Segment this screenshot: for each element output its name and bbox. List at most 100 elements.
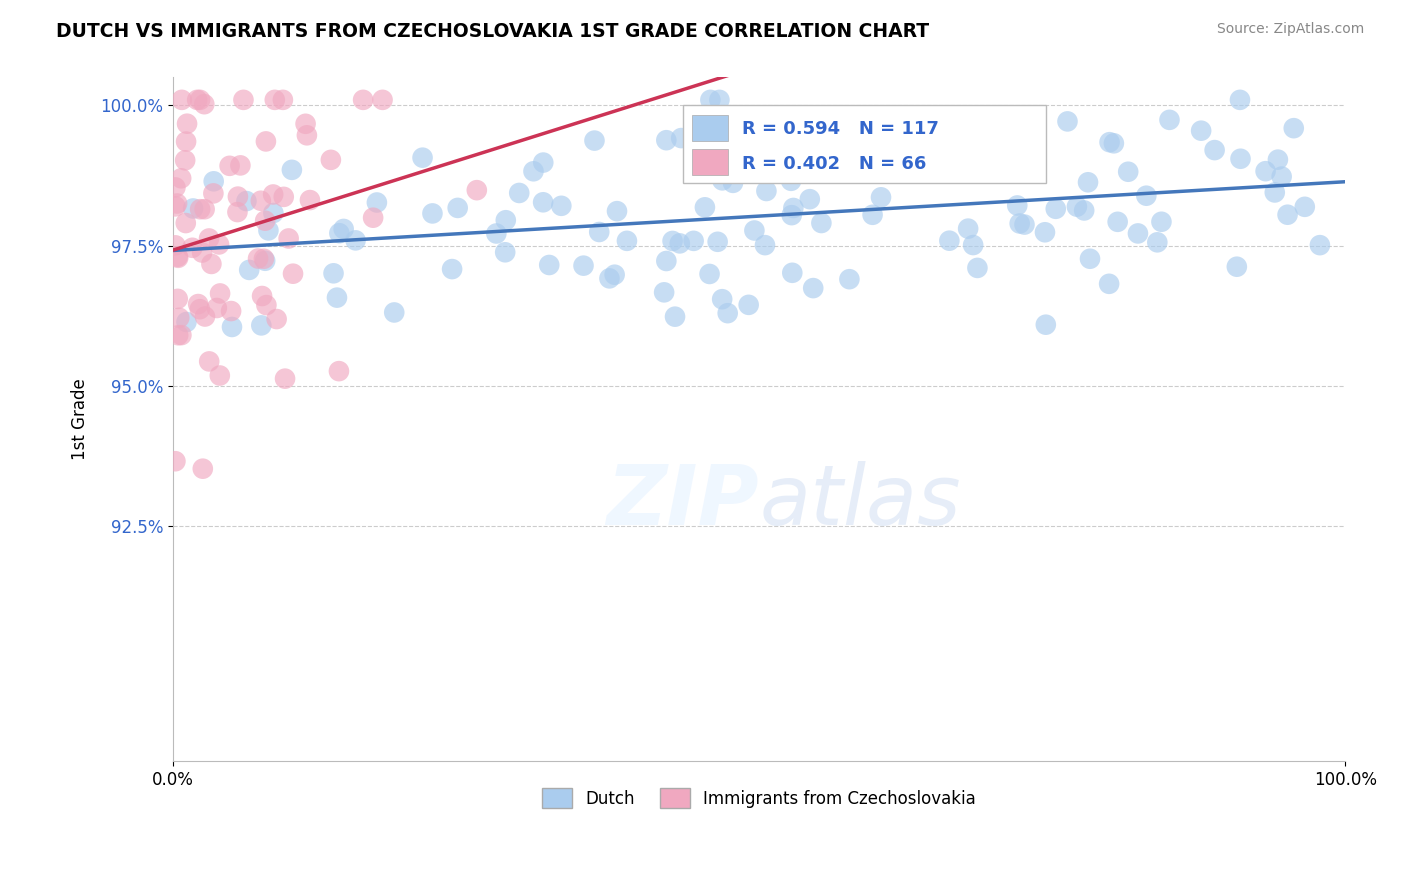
- Point: [238, 263, 260, 277]
- Point: [1045, 202, 1067, 216]
- Point: [191, 245, 214, 260]
- Point: [538, 258, 561, 272]
- Point: [1294, 200, 1316, 214]
- Point: [298, 193, 321, 207]
- FancyBboxPatch shape: [683, 104, 1046, 184]
- Point: [221, 320, 243, 334]
- Point: [709, 93, 731, 107]
- Point: [616, 234, 638, 248]
- Point: [755, 184, 778, 198]
- Point: [229, 158, 252, 172]
- Point: [1189, 124, 1212, 138]
- Point: [273, 190, 295, 204]
- Point: [198, 231, 221, 245]
- Point: [202, 174, 225, 188]
- Point: [194, 202, 217, 217]
- Point: [186, 93, 208, 107]
- Point: [200, 257, 222, 271]
- Point: [187, 297, 209, 311]
- Point: [271, 93, 294, 107]
- Point: [1102, 136, 1125, 151]
- Point: [1309, 238, 1331, 252]
- Point: [166, 196, 188, 211]
- Point: [274, 372, 297, 386]
- Point: [193, 97, 215, 112]
- Text: R = 0.402   N = 66: R = 0.402 N = 66: [742, 154, 927, 172]
- Point: [447, 201, 470, 215]
- Point: [165, 199, 187, 213]
- Point: [188, 302, 211, 317]
- Point: [352, 93, 374, 107]
- Point: [572, 259, 595, 273]
- Point: [879, 139, 901, 153]
- Point: [699, 267, 721, 281]
- Point: [253, 252, 276, 266]
- Point: [1146, 235, 1168, 250]
- Point: [1107, 215, 1129, 229]
- Point: [588, 225, 610, 239]
- Point: [801, 281, 824, 295]
- Point: [997, 163, 1019, 178]
- FancyBboxPatch shape: [692, 149, 727, 175]
- Point: [1116, 165, 1139, 179]
- Point: [441, 262, 464, 277]
- Point: [652, 285, 675, 300]
- Point: [208, 237, 231, 252]
- Point: [281, 267, 304, 281]
- Point: [174, 153, 197, 168]
- Point: [328, 226, 350, 240]
- Point: [254, 298, 277, 312]
- Point: [962, 238, 984, 252]
- Point: [202, 186, 225, 201]
- Point: [1126, 227, 1149, 241]
- Point: [226, 205, 249, 219]
- Point: [1098, 277, 1121, 291]
- Point: [170, 171, 193, 186]
- Point: [754, 238, 776, 252]
- Point: [706, 235, 728, 249]
- Point: [780, 174, 803, 188]
- Text: atlas: atlas: [759, 461, 960, 541]
- Point: [1007, 198, 1029, 212]
- Point: [870, 190, 893, 204]
- Point: [1229, 152, 1251, 166]
- Point: [194, 310, 217, 324]
- Point: [198, 354, 221, 368]
- Point: [1078, 252, 1101, 266]
- Point: [232, 93, 254, 107]
- Point: [262, 187, 284, 202]
- Point: [165, 180, 187, 194]
- Point: [295, 128, 318, 143]
- Point: [1056, 114, 1078, 128]
- Point: [1066, 200, 1088, 214]
- Point: [782, 201, 804, 215]
- Point: [174, 135, 197, 149]
- Point: [1267, 153, 1289, 167]
- Point: [699, 93, 721, 107]
- Point: [838, 272, 860, 286]
- Point: [711, 173, 734, 187]
- Point: [181, 202, 204, 216]
- Point: [174, 216, 197, 230]
- Point: [1159, 112, 1181, 127]
- Point: [495, 213, 517, 227]
- Point: [254, 135, 277, 149]
- Point: [322, 266, 344, 280]
- Point: [606, 204, 628, 219]
- Point: [782, 266, 804, 280]
- Point: [1073, 203, 1095, 218]
- Point: [208, 368, 231, 383]
- Point: [366, 195, 388, 210]
- Point: [166, 292, 188, 306]
- Point: [344, 233, 367, 247]
- Text: R = 0.594   N = 117: R = 0.594 N = 117: [742, 120, 939, 138]
- Text: DUTCH VS IMMIGRANTS FROM CZECHOSLOVAKIA 1ST GRADE CORRELATION CHART: DUTCH VS IMMIGRANTS FROM CZECHOSLOVAKIA …: [56, 22, 929, 41]
- Point: [328, 364, 350, 378]
- Point: [950, 146, 973, 161]
- Y-axis label: 1st Grade: 1st Grade: [72, 378, 89, 460]
- Point: [1008, 217, 1031, 231]
- Point: [176, 117, 198, 131]
- Text: ZIP: ZIP: [606, 461, 759, 541]
- Point: [550, 199, 572, 213]
- Point: [603, 268, 626, 282]
